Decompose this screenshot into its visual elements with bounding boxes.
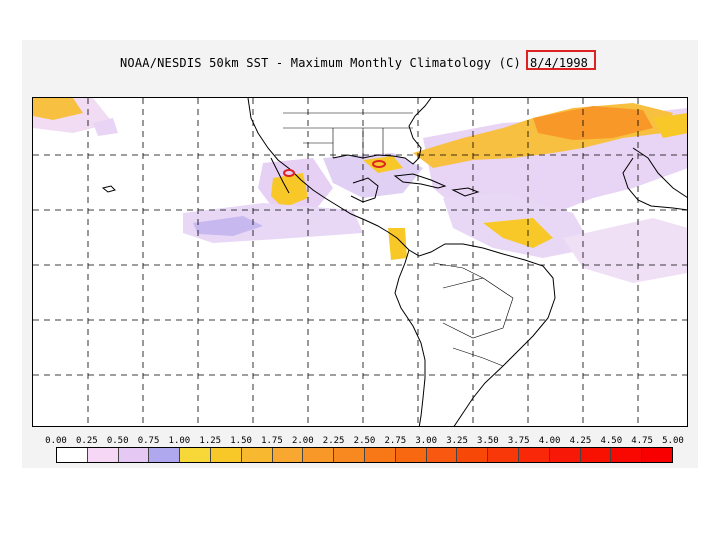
colorbar-tick-label: 3.25 xyxy=(446,436,468,446)
colorbar-tick-label: 2.50 xyxy=(353,436,376,446)
shade-blue-pacific xyxy=(193,216,263,236)
shade-yellow-caribbean xyxy=(483,218,553,248)
colorbar-tick-label: 3.75 xyxy=(507,436,530,446)
colorbar-ticks: 0.00 0.25 0.50 0.75 1.00 1.25 1.50 1.75 2.00 2.25… xyxy=(40,436,690,448)
colorbar-swatch xyxy=(611,448,643,462)
north-america-coast xyxy=(247,98,410,251)
colorbar-swatch xyxy=(57,448,88,462)
colorbar-tick-label: 1.25 xyxy=(199,436,222,446)
marker-mexico xyxy=(283,169,295,177)
south-america-west-coast xyxy=(394,249,426,426)
colorbar xyxy=(56,447,673,463)
coastlines xyxy=(101,98,687,426)
south-america-coast xyxy=(408,243,556,426)
cuba xyxy=(393,173,447,189)
map-canvas xyxy=(33,98,687,426)
highlight-markers xyxy=(283,160,386,177)
marker-gulf xyxy=(372,160,386,168)
map-title: NOAA/NESDIS 50km SST - Maximum Monthly C… xyxy=(120,56,521,70)
colorbar-tick-label: 4.75 xyxy=(631,436,653,446)
colorbar-swatch xyxy=(364,448,396,462)
hawaii xyxy=(101,185,116,193)
colorbar-tick-label: 2.75 xyxy=(384,436,407,446)
colorbar-tick-label: 3.00 xyxy=(415,436,438,446)
colorbar-swatch xyxy=(118,448,150,462)
colorbar-swatch xyxy=(518,448,550,462)
date-highlight-box xyxy=(526,50,596,70)
colorbar-tick-label: 3.50 xyxy=(477,436,499,446)
shade-yellow-mexico xyxy=(271,173,308,208)
colorbar-tick-label: 4.50 xyxy=(600,436,623,446)
us-gulf-coast xyxy=(332,98,432,165)
colorbar-swatch xyxy=(149,448,181,462)
colorbar-tick-label: 2.25 xyxy=(322,436,345,446)
colorbar-swatch xyxy=(303,448,335,462)
yucatan xyxy=(350,177,379,203)
colorbar-tick-label: 4.00 xyxy=(538,436,561,446)
shade-deep-orange-atlantic xyxy=(533,106,653,140)
colorbar-tick-label: 2.00 xyxy=(291,436,314,446)
colorbar-swatch xyxy=(549,448,581,462)
colorbar-swatch xyxy=(210,448,242,462)
political-borders xyxy=(283,112,514,367)
colorbar-swatch xyxy=(334,448,365,462)
sst-anomaly-map xyxy=(32,97,688,427)
colorbar-tick-label: 0.25 xyxy=(76,436,98,446)
colorbar-tick-label: 1.00 xyxy=(168,436,191,446)
shade-yellow-ne-atlantic xyxy=(653,113,687,138)
colorbar-tick-label: 1.50 xyxy=(230,436,252,446)
shade-dot-nw xyxy=(93,118,118,136)
baja-california xyxy=(270,157,290,194)
colorbar-swatch xyxy=(87,448,119,462)
colorbar-tick-label: 0.75 xyxy=(137,436,160,446)
africa-coast xyxy=(632,147,687,198)
shade-lavender-se xyxy=(563,218,687,283)
colorbar-swatch xyxy=(426,448,458,462)
colorbar-swatch xyxy=(457,448,489,462)
colorbar-tick-label: 5.00 xyxy=(662,436,684,446)
colorbar-swatch xyxy=(395,448,427,462)
shade-orange-nw xyxy=(33,98,83,120)
colorbar-tick-label: 0.00 xyxy=(45,436,67,446)
colorbar-swatch xyxy=(580,448,612,462)
hispaniola xyxy=(451,187,480,197)
lat-lon-grid xyxy=(33,98,687,426)
hotspot-shading xyxy=(33,98,687,283)
colorbar-tick-label: 4.25 xyxy=(569,436,592,446)
colorbar-tick-label: 0.50 xyxy=(106,436,129,446)
colorbar-swatch xyxy=(272,448,304,462)
west-africa-coast xyxy=(622,157,687,211)
shade-yellow-panama xyxy=(388,228,407,260)
shade-yellow-gulf xyxy=(363,156,403,173)
colorbar-swatch xyxy=(488,448,519,462)
colorbar-swatch xyxy=(241,448,273,462)
colorbar-tick-label: 1.75 xyxy=(261,436,283,446)
colorbar-swatch xyxy=(180,448,211,462)
colorbar-swatch xyxy=(642,448,672,462)
map-date: 8/4/1998 xyxy=(530,56,588,70)
